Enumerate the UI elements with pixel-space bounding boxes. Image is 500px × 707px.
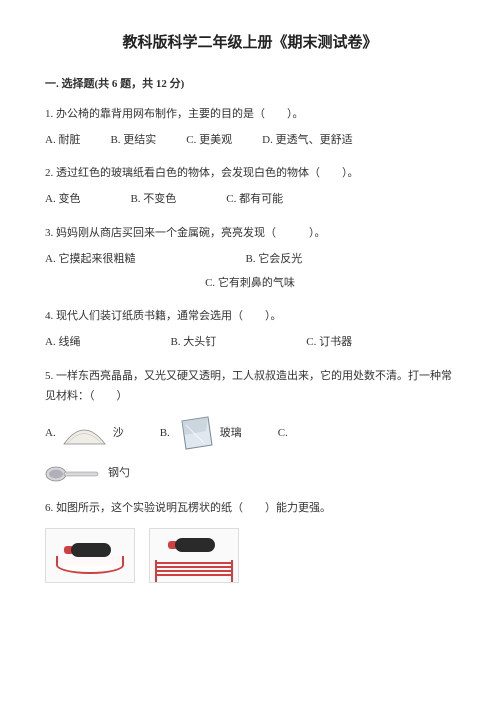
q5-option-a: A. 沙: [45, 421, 124, 446]
q4-option-c: C. 订书器: [306, 333, 352, 353]
q5-spoon-row: 钢勺: [45, 463, 455, 485]
q1-option-a: A. 耐脏: [45, 131, 80, 151]
q5-c-letter: C.: [278, 424, 288, 444]
experiment-image-1: [45, 528, 135, 583]
spoon-icon: [45, 463, 100, 485]
q3-option-c: C. 它有刺鼻的气味: [45, 274, 455, 294]
q2-options: A. 变色 B. 不变色 C. 都有可能: [45, 190, 455, 210]
q6-images: [45, 528, 455, 583]
q3-options-row1: A. 它摸起来很粗糙 B. 它会反光: [45, 250, 455, 270]
q5-a-letter: A.: [45, 424, 56, 444]
q3-option-a: A. 它摸起来很粗糙: [45, 250, 135, 270]
experiment-image-2: [149, 528, 239, 583]
q2-option-c: C. 都有可能: [226, 190, 283, 210]
q4-text: 4. 现代人们装订纸质书籍，通常会选用（ ）。: [45, 307, 455, 327]
glass-icon: [176, 415, 214, 453]
question-1: 1. 办公椅的靠背用网布制作，主要的目的是（ ）。 A. 耐脏 B. 更结实 C…: [45, 105, 455, 151]
q1-option-b: B. 更结实: [110, 131, 156, 151]
q5-image-options: A. 沙 B. 玻璃 C.: [45, 415, 455, 453]
q3-text: 3. 妈妈刚从商店买回来一个金属碗，亮亮发现（ ）。: [45, 224, 455, 244]
q5-option-c: C.: [278, 424, 288, 444]
q1-option-c: C. 更美观: [186, 131, 232, 151]
q5-a-label: 沙: [113, 424, 124, 444]
q1-text: 1. 办公椅的靠背用网布制作，主要的目的是（ ）。: [45, 105, 455, 125]
question-6: 6. 如图所示，这个实验说明瓦楞状的纸（ ）能力更强。: [45, 499, 455, 584]
question-3: 3. 妈妈刚从商店买回来一个金属碗，亮亮发现（ ）。 A. 它摸起来很粗糙 B.…: [45, 224, 455, 293]
q4-option-a: A. 线绳: [45, 333, 80, 353]
question-2: 2. 透过红色的玻璃纸看白色的物体，会发现白色的物体（ ）。 A. 变色 B. …: [45, 164, 455, 210]
section-header: 一. 选择题(共 6 题，共 12 分): [45, 75, 455, 95]
sand-icon: [62, 421, 107, 446]
q1-options: A. 耐脏 B. 更结实 C. 更美观 D. 更透气、更舒适: [45, 131, 455, 151]
q2-option-b: B. 不变色: [130, 190, 176, 210]
q6-text: 6. 如图所示，这个实验说明瓦楞状的纸（ ）能力更强。: [45, 499, 455, 519]
q2-text: 2. 透过红色的玻璃纸看白色的物体，会发现白色的物体（ ）。: [45, 164, 455, 184]
q2-option-a: A. 变色: [45, 190, 80, 210]
q5-c-label: 钢勺: [108, 464, 130, 484]
q3-option-b: B. 它会反光: [245, 250, 302, 270]
q5-b-letter: B.: [160, 424, 170, 444]
question-5: 5. 一样东西亮晶晶，又光又硬又透明，工人叔叔造出来，它的用处数不清。打一种常见…: [45, 367, 455, 485]
q1-option-d: D. 更透气、更舒适: [262, 131, 352, 151]
question-4: 4. 现代人们装订纸质书籍，通常会选用（ ）。 A. 线绳 B. 大头钉 C. …: [45, 307, 455, 353]
q5-b-label: 玻璃: [220, 424, 242, 444]
q5-text: 5. 一样东西亮晶晶，又光又硬又透明，工人叔叔造出来，它的用处数不清。打一种常见…: [45, 367, 455, 407]
q5-option-b: B. 玻璃: [160, 415, 242, 453]
q4-options: A. 线绳 B. 大头钉 C. 订书器: [45, 333, 455, 353]
page-title: 教科版科学二年级上册《期末测试卷》: [45, 30, 455, 57]
q4-option-b: B. 大头钉: [170, 333, 216, 353]
